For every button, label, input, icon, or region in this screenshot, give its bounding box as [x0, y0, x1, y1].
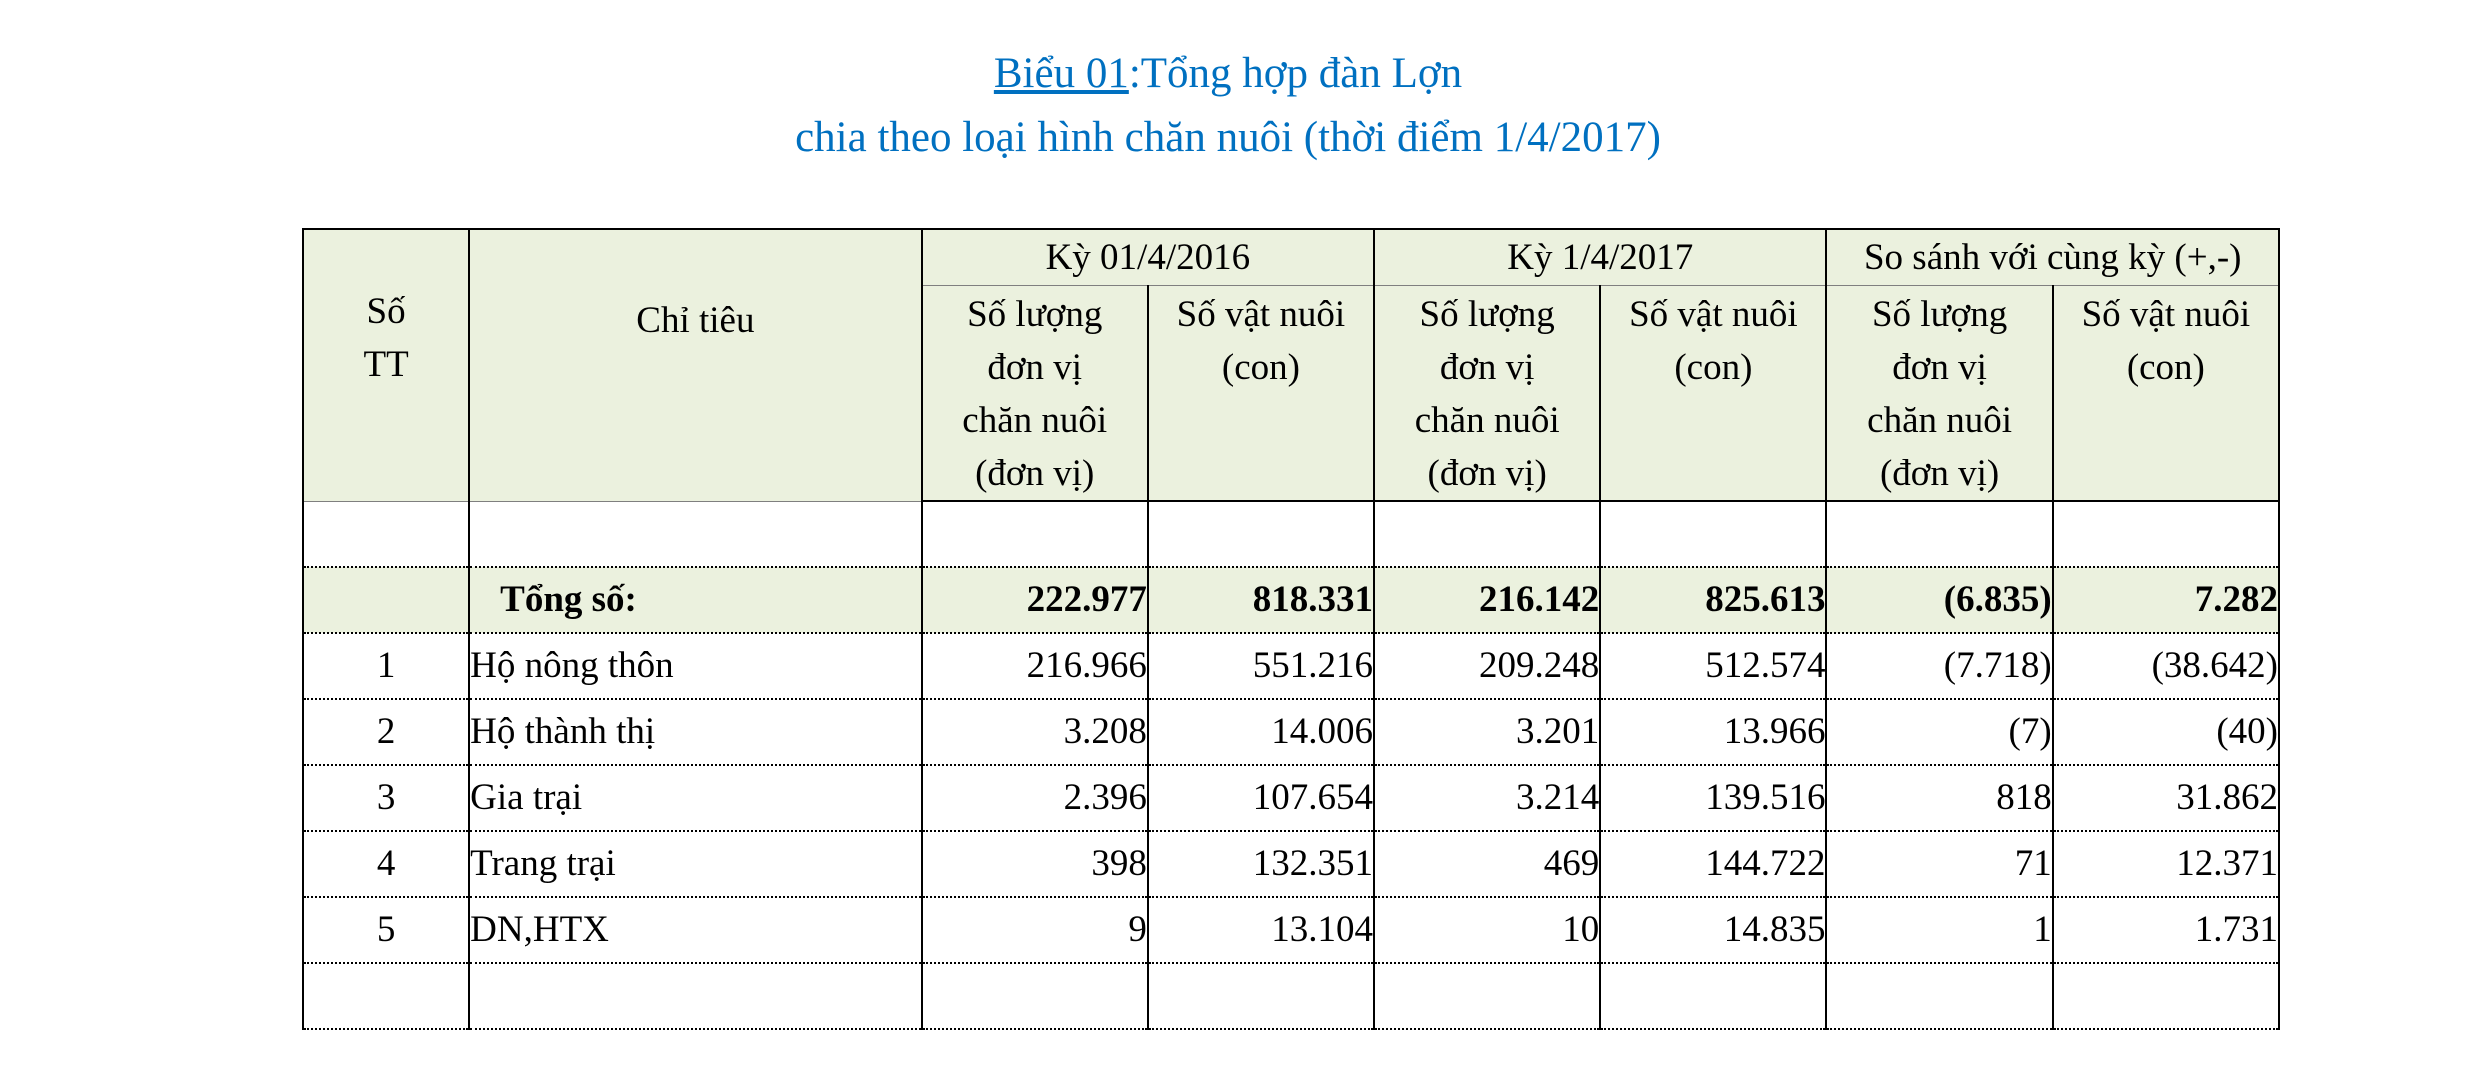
- units-label-line1: Số lượng: [967, 294, 1103, 335]
- animals-label-line1: Số vật nuôi: [1629, 294, 1798, 335]
- animals-label-line1: Số vật nuôi: [1176, 294, 1346, 335]
- animals-label-line1: Số vật nuôi: [2081, 294, 2251, 335]
- row-value: 2.396: [920, 765, 1149, 832]
- row-value: (7.718): [1825, 633, 2054, 700]
- units-label-line1: Số lượng: [1871, 294, 2008, 335]
- row-value: 3.214: [1373, 765, 1602, 832]
- row-value: 139.516: [1599, 765, 1828, 832]
- spacer-row: [301, 501, 2281, 568]
- total-value: 216.142: [1373, 567, 1602, 634]
- row-name: Trang trại: [468, 831, 923, 898]
- units-label-line4: (đơn vị): [975, 453, 1095, 494]
- row-value: 14.006: [1146, 699, 1376, 766]
- row-value: (40): [2051, 699, 2281, 766]
- units-label-line2: đơn vị: [1892, 347, 1987, 388]
- row-value: 216.966: [920, 633, 1149, 700]
- row-stt: 2: [301, 699, 471, 766]
- row-name: Hộ thành thị: [468, 699, 923, 766]
- row-value: 512.574: [1599, 633, 1828, 700]
- row-name: DN,HTX: [468, 897, 923, 964]
- row-stt: 5: [301, 897, 471, 964]
- header-units-comparison: Số lượng đơn vị chăn nuôi (đơn vị): [1825, 285, 2054, 502]
- row-stt: 1: [301, 633, 471, 700]
- row-value: 13.104: [1146, 897, 1376, 964]
- row-name: Gia trại: [468, 765, 923, 832]
- header-group-comparison: So sánh với cùng kỳ (+,-): [1825, 228, 2280, 286]
- table-row: 2 Hộ thành thị 3.208 14.006 3.201 13.966…: [301, 699, 2281, 766]
- header-group-2016: Kỳ 01/4/2016: [920, 228, 1376, 286]
- header-animals-comparison: Số vật nuôi (con): [2051, 285, 2281, 502]
- spacer-row: [301, 963, 2281, 1030]
- total-value: (6.835): [1825, 567, 2054, 634]
- row-value: 818: [1825, 765, 2054, 832]
- header-units-2016: Số lượng đơn vị chăn nuôi (đơn vị): [920, 285, 1149, 502]
- title-line-2: chia theo loại hình chăn nuôi (thời điểm…: [795, 114, 1661, 161]
- total-value: 222.977: [920, 567, 1149, 634]
- units-label-line3: chăn nuôi: [1414, 400, 1560, 441]
- row-value: 398: [920, 831, 1149, 898]
- row-value: 1: [1825, 897, 2054, 964]
- row-value: 13.966: [1599, 699, 1828, 766]
- row-value: 12.371: [2051, 831, 2281, 898]
- table-row: 1 Hộ nông thôn 216.966 551.216 209.248 5…: [301, 633, 2281, 700]
- units-label-line4: (đơn vị): [1879, 453, 2000, 494]
- row-value: 71: [1825, 831, 2054, 898]
- units-label-line2: đơn vị: [1439, 347, 1535, 388]
- animals-label-line2: (con): [1221, 347, 1300, 388]
- title-main: :Tổng hợp đàn Lợn: [1128, 50, 1463, 97]
- header-indicator: Chỉ tiêu: [468, 228, 923, 502]
- row-value: 3.201: [1373, 699, 1602, 766]
- row-value: 209.248: [1373, 633, 1602, 700]
- row-value: 31.862: [2051, 765, 2281, 832]
- animals-label-line2: (con): [2126, 347, 2205, 388]
- row-value: 132.351: [1146, 831, 1376, 898]
- title-line-1: Biểu 01:Tổng hợp đàn Lợn: [0, 42, 2456, 106]
- table-header: Số TT Chỉ tiêu Kỳ 01/4/2016 Kỳ 1/4/2017 …: [301, 228, 2281, 502]
- header-group-2017: Kỳ 1/4/2017: [1373, 228, 1828, 286]
- title-prefix: Biểu 01: [993, 50, 1129, 97]
- row-value: 10: [1373, 897, 1602, 964]
- row-value: (38.642): [2051, 633, 2281, 700]
- row-name: Hộ nông thôn: [468, 633, 923, 700]
- row-stt: 3: [301, 765, 471, 832]
- header-animals-2016: Số vật nuôi (con): [1146, 285, 1376, 502]
- header-animals-2017: Số vật nuôi (con): [1599, 285, 1828, 502]
- table-row: 3 Gia trại 2.396 107.654 3.214 139.516 8…: [301, 765, 2281, 832]
- row-value: 9: [920, 897, 1149, 964]
- header-stt: Số TT: [301, 228, 471, 502]
- total-stt: [301, 567, 471, 634]
- row-value: 3.208: [920, 699, 1149, 766]
- total-label: Tổng số:: [468, 567, 923, 634]
- row-value: 14.835: [1599, 897, 1828, 964]
- row-value: (7): [1825, 699, 2054, 766]
- report-title: Biểu 01:Tổng hợp đàn Lợn chia theo loại …: [0, 42, 2456, 170]
- row-value: 107.654: [1146, 765, 1376, 832]
- total-value: 825.613: [1599, 567, 1828, 634]
- total-value: 818.331: [1146, 567, 1376, 634]
- units-label-line3: chăn nuôi: [962, 400, 1108, 441]
- animals-label-line2: (con): [1674, 347, 1753, 388]
- row-value: 1.731: [2051, 897, 2281, 964]
- total-row: Tổng số: 222.977 818.331 216.142 825.613…: [301, 567, 2281, 634]
- table-body: Tổng số: 222.977 818.331 216.142 825.613…: [301, 501, 2281, 1030]
- header-stt-line1: Số: [366, 291, 406, 333]
- table-row: 4 Trang trại 398 132.351 469 144.722 71 …: [301, 831, 2281, 898]
- row-value: 551.216: [1146, 633, 1376, 700]
- row-stt: 4: [301, 831, 471, 898]
- units-label-line1: Số lượng: [1419, 294, 1555, 335]
- header-stt-line2: TT: [363, 344, 409, 386]
- units-label-line4: (đơn vị): [1427, 453, 1547, 494]
- header-units-2017: Số lượng đơn vị chăn nuôi (đơn vị): [1373, 285, 1602, 502]
- total-value: 7.282: [2051, 567, 2281, 634]
- units-label-line2: đơn vị: [987, 347, 1083, 388]
- units-label-line3: chăn nuôi: [1867, 400, 2013, 441]
- row-value: 144.722: [1599, 831, 1828, 898]
- table-row: 5 DN,HTX 9 13.104 10 14.835 1 1.731: [301, 897, 2281, 964]
- livestock-summary-table: Số TT Chỉ tiêu Kỳ 01/4/2016 Kỳ 1/4/2017 …: [301, 228, 2281, 1030]
- row-value: 469: [1373, 831, 1602, 898]
